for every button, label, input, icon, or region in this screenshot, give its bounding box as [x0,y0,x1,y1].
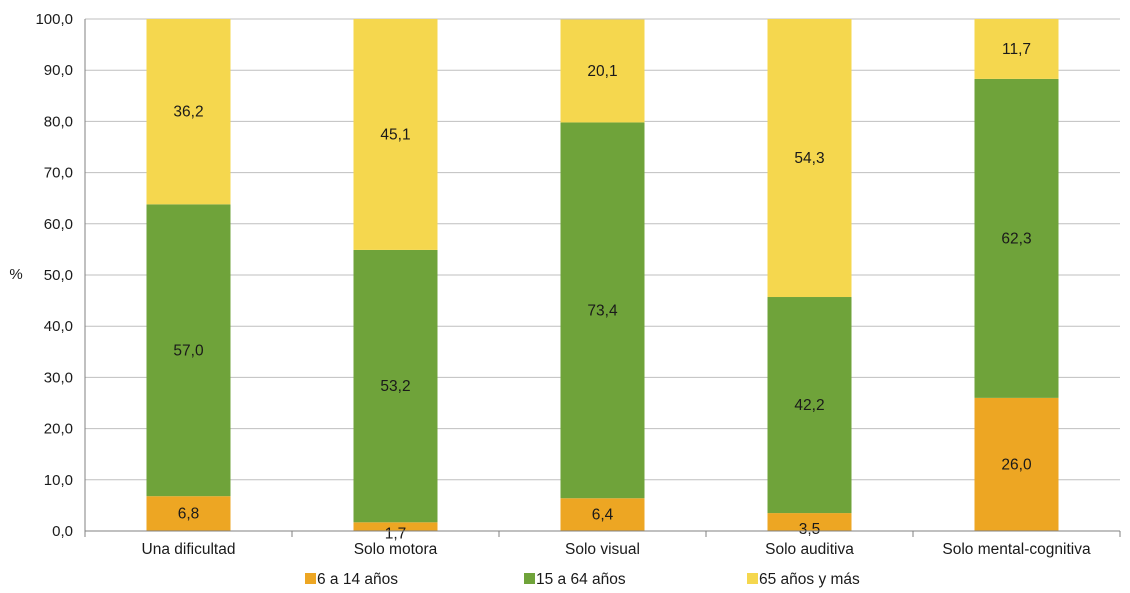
bar-segment [146,496,231,531]
x-category-label: Solo mental-cognitiva [942,541,1091,558]
x-category-label: Solo visual [565,541,640,558]
y-tick-label: 100,0 [35,11,73,28]
legend-label: 65 años y más [759,571,860,588]
bars: 6,8 57,0 36,2 1,7 53,2 45,1 6,4 73,4 20,1 3,5 42,2… [146,19,1059,543]
x-category-label: Solo auditiva [765,541,854,558]
data-label: 42,2 [794,397,824,414]
y-tick-label: 60,0 [44,216,73,233]
y-tick-label: 20,0 [44,421,73,438]
bar-segment [560,122,645,499]
y-tick-label: 0,0 [52,523,73,540]
data-label: 6,4 [592,507,614,524]
y-tick-label: 70,0 [44,165,73,182]
y-tick-label: 90,0 [44,62,73,79]
legend-swatch [747,573,758,584]
x-category-label: Una dificultad [142,541,236,558]
legend-label: 15 a 64 años [536,571,626,588]
bar-segment [146,19,231,205]
bar-segment [560,19,645,123]
bar-segment [767,513,852,531]
data-label: 45,1 [380,126,410,143]
y-tick-label: 30,0 [44,369,73,386]
data-label: 54,3 [794,150,824,167]
bar-segment [560,498,645,531]
data-label: 6,8 [178,506,200,523]
data-label: 73,4 [587,302,618,319]
y-tick-label: 50,0 [44,267,73,284]
data-label: 57,0 [173,342,204,359]
data-label: 26,0 [1001,456,1032,473]
bar-segment [767,19,852,298]
legend-swatch [524,573,535,584]
data-label: 3,5 [799,521,821,538]
bar-segment [353,19,438,250]
bar-segment [974,78,1059,398]
data-label: 1,7 [385,526,407,543]
data-label: 62,3 [1001,230,1031,247]
legend-swatch [305,573,316,584]
legend-label: 6 a 14 años [317,571,398,588]
y-axis-title: % [9,266,22,283]
data-label: 20,1 [587,63,617,80]
data-label: 11,7 [1002,41,1031,58]
bar-segment [767,297,852,514]
y-tick-label: 40,0 [44,318,73,335]
bar-segment [353,249,438,523]
y-tick-label: 10,0 [44,472,73,489]
y-tick-label: 80,0 [44,113,73,130]
data-label: 53,2 [380,378,410,395]
bar-segment [353,522,438,531]
legend: 6 a 14 años 15 a 64 años 65 años y más [305,571,860,588]
bar-segment [974,397,1059,531]
bar-segment [146,204,231,497]
x-category-label: Solo motora [354,541,438,558]
bar-segment [974,19,1059,79]
data-label: 36,2 [173,104,203,121]
axes: 0,0 10,0 20,0 30,0 40,0 50,0 60,0 70,0 80,0 90,0 1… [35,11,1121,558]
